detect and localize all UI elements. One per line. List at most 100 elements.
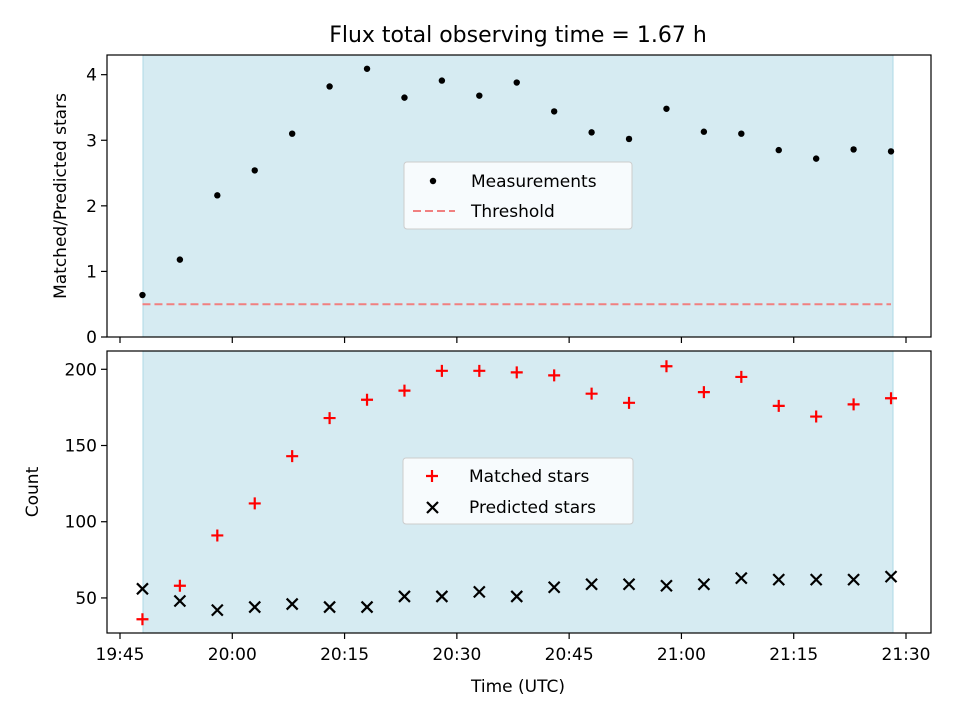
measurement-point <box>663 105 670 112</box>
x-tick-label: 20:30 <box>432 645 481 665</box>
matched-star-point <box>173 579 186 592</box>
legend-predicted-label: Predicted stars <box>469 498 596 518</box>
matched-star-point <box>623 396 636 409</box>
bottom-legend: Matched stars Predicted stars <box>402 457 634 525</box>
measurement-point <box>139 291 146 299</box>
measurement-point <box>438 77 446 84</box>
bottom-y-tick-label: 150 <box>65 437 97 457</box>
measurement-point <box>326 83 333 90</box>
bottom-data-marks <box>136 360 898 626</box>
matched-star-point <box>548 369 561 382</box>
matched-star-point <box>847 398 860 411</box>
predicted-star-point <box>211 603 224 617</box>
top-x-ticks <box>119 337 907 343</box>
measurement-point <box>476 92 483 99</box>
bottom-y-tick-label: 50 <box>75 589 97 609</box>
top-y-tick-label: 4 <box>86 66 97 86</box>
measurement-point <box>812 155 820 162</box>
matched-star-point <box>772 399 785 412</box>
legend-measurements-marker <box>429 177 437 185</box>
measurement-point <box>700 128 708 135</box>
predicted-star-point <box>473 585 486 599</box>
bottom-y-ticks: 50 100 150 200 <box>65 360 107 609</box>
top-data-marks <box>139 65 895 306</box>
predicted-star-point <box>173 594 187 608</box>
measurement-point <box>363 65 371 72</box>
x-axis-label: Time (UTC) <box>470 677 565 697</box>
top-y-tick-label: 2 <box>86 197 97 217</box>
x-tick-label: 19:45 <box>96 645 145 665</box>
matched-star-point <box>136 613 149 626</box>
matched-star-point <box>810 410 823 423</box>
predicted-star-point <box>809 573 823 586</box>
predicted-star-point <box>323 600 336 614</box>
predicted-star-point <box>697 577 711 591</box>
matched-star-point <box>435 364 448 377</box>
legend-matched-marker <box>426 470 438 482</box>
measurement-point <box>887 148 895 155</box>
bottom-panel: 50 100 150 200 19:45 20:00 20:15 20:30 20:45 21:… <box>23 350 932 697</box>
x-tick-label: 20:45 <box>545 645 594 665</box>
matched-star-point <box>248 497 261 510</box>
matched-star-point <box>735 370 748 383</box>
matched-star-point <box>585 387 598 400</box>
measurement-point <box>401 94 408 101</box>
predicted-star-point <box>884 570 898 583</box>
predicted-star-point <box>547 580 561 594</box>
x-tick-label: 20:15 <box>320 645 369 665</box>
matched-star-point <box>473 364 486 377</box>
measurement-point <box>625 135 633 143</box>
measurement-point <box>850 146 857 153</box>
matched-star-point <box>398 384 411 397</box>
x-tick-label: 20:00 <box>208 645 257 665</box>
bottom-axes-frame <box>106 350 932 634</box>
matched-star-point <box>211 529 224 542</box>
top-y-tick-label: 0 <box>86 328 97 348</box>
measurement-point <box>214 192 221 199</box>
matched-star-point <box>660 360 673 373</box>
legend-measurements-label: Measurements <box>471 172 597 192</box>
matched-star-point <box>323 412 336 425</box>
predicted-star-point <box>510 590 524 603</box>
measurement-point <box>251 167 258 174</box>
x-tick-label: 21:00 <box>657 645 706 665</box>
measurement-point <box>513 79 520 86</box>
measurement-point <box>738 130 745 137</box>
matched-star-point <box>361 393 374 406</box>
top-y-axis-label: Matched/Predicted stars <box>51 93 71 299</box>
legend-threshold-label: Threshold <box>470 202 555 222</box>
chart-title: Flux total observing time = 1.67 h <box>329 23 707 48</box>
matched-star-point <box>510 366 523 379</box>
top-axes-frame <box>106 54 932 338</box>
measurement-point <box>588 129 595 136</box>
predicted-star-point <box>285 597 299 611</box>
top-y-ticks: 0 1 2 3 4 <box>86 66 107 348</box>
x-tick-label: 21:30 <box>882 645 931 665</box>
bottom-y-tick-label: 100 <box>65 513 97 533</box>
top-legend-box <box>403 161 633 230</box>
measurement-point <box>176 256 184 263</box>
top-panel: 0 1 2 3 4 Matched/Predicted stars Measuremen… <box>51 54 932 348</box>
predicted-star-point <box>398 590 411 603</box>
measurement-point <box>775 146 782 154</box>
measurement-point <box>288 130 296 137</box>
bottom-x-ticks: 19:45 20:00 20:15 20:30 20:45 21:00 21:15 21:30 <box>96 633 931 665</box>
predicted-star-point <box>847 573 860 586</box>
predicted-star-point <box>136 582 149 596</box>
legend-matched-label: Matched stars <box>469 467 589 487</box>
matched-star-point <box>885 392 898 405</box>
predicted-star-point <box>248 600 262 614</box>
predicted-star-point <box>585 577 598 591</box>
bottom-legend-box <box>402 457 634 525</box>
legend-predicted-marker <box>426 501 439 514</box>
predicted-star-point <box>435 590 449 603</box>
top-y-tick-label: 3 <box>86 131 97 151</box>
predicted-star-point <box>360 600 374 614</box>
bottom-y-tick-label: 200 <box>65 360 97 380</box>
x-tick-label: 21:15 <box>769 645 818 665</box>
predicted-star-point <box>622 577 636 591</box>
predicted-star-point <box>660 579 673 593</box>
top-legend: Measurements Threshold <box>403 161 633 230</box>
top-y-tick-label: 1 <box>86 262 97 282</box>
